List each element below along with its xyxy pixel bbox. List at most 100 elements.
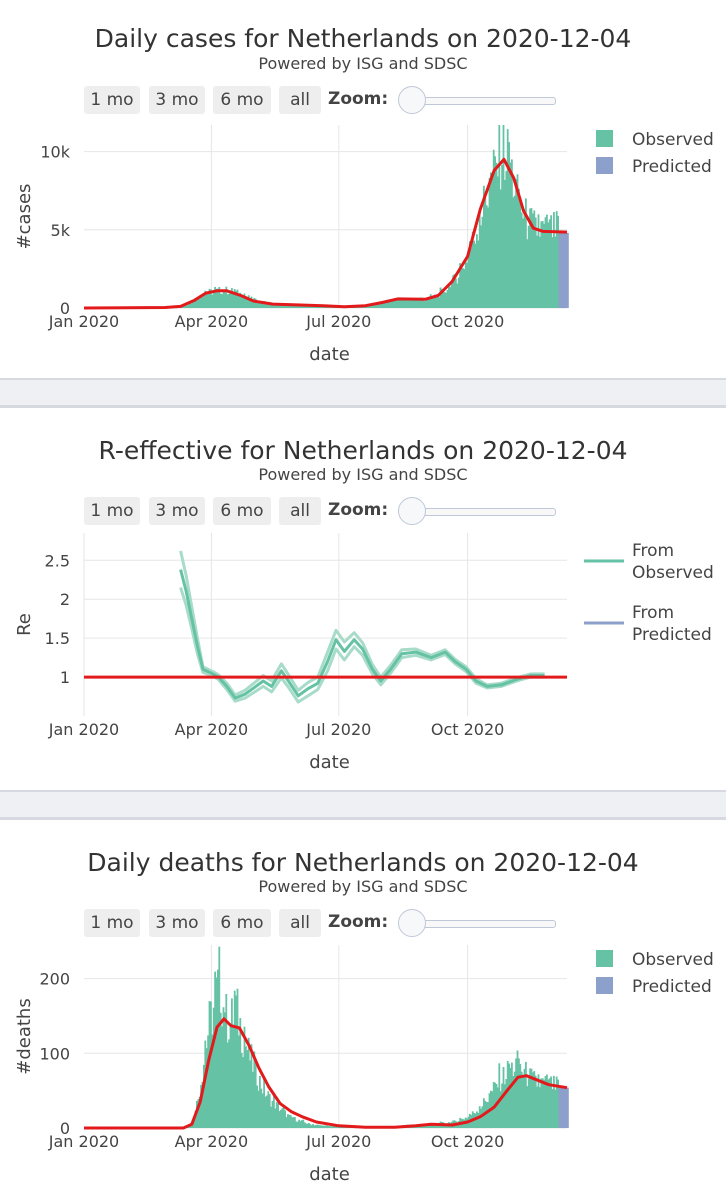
legend-swatch-observed[interactable] [596, 130, 613, 147]
re-all-button[interactable]: all [279, 497, 321, 525]
legend-swatch-predicted[interactable] [596, 977, 613, 994]
observed-bar [254, 298, 257, 308]
observed-bar [301, 1120, 303, 1128]
observed-bar [215, 977, 218, 1128]
observed-bar [284, 1110, 286, 1128]
observed-bar [425, 1124, 428, 1128]
observed-bar [207, 292, 209, 308]
legend-label-observed-line2: Observed [632, 563, 714, 583]
observed-bar [320, 1125, 323, 1128]
re-zoom-slider-handle[interactable] [398, 497, 426, 525]
observed-bar [193, 1116, 195, 1128]
observed-bar [247, 1037, 250, 1128]
observed-bar [287, 304, 289, 308]
deaths-3mo-button[interactable]: 3 mo [149, 909, 205, 937]
observed-bar [261, 303, 264, 308]
observed-bar [236, 988, 239, 1128]
x-tick-label: Jul 2020 [305, 312, 371, 331]
cases-1mo-button[interactable]: 1 mo [84, 86, 140, 114]
observed-bar [540, 1078, 543, 1128]
observed-bar [238, 295, 240, 308]
observed-bar [392, 299, 394, 308]
cases-6mo-button[interactable]: 6 mo [213, 86, 271, 114]
x-tick-label: Jul 2020 [305, 720, 371, 739]
re-1mo-button[interactable]: 1 mo [84, 497, 140, 525]
re-upper-bound-line [179, 550, 545, 697]
observed-bar [232, 292, 235, 308]
deaths-1mo-button[interactable]: 1 mo [84, 909, 140, 937]
observed-bar [406, 297, 408, 308]
observed-bar [261, 1093, 264, 1128]
observed-bar [404, 299, 407, 308]
x-axis-title: date [309, 752, 350, 773]
deaths-6mo-button[interactable]: 6 mo [213, 909, 271, 937]
observed-bar [455, 278, 457, 308]
re-3mo-button[interactable]: 3 mo [149, 497, 205, 525]
observed-bar [530, 208, 533, 308]
cases-zoom-slider-handle[interactable] [398, 86, 426, 114]
predicted-bars [558, 232, 569, 308]
observed-bar [438, 297, 440, 308]
observed-bar [249, 1060, 251, 1128]
observed-bar [218, 286, 221, 308]
predicted-bars [558, 1086, 569, 1128]
observed-bar [504, 179, 506, 308]
observed-bar [477, 1112, 480, 1128]
legend-swatch-predicted[interactable] [596, 157, 613, 174]
x-tick-label: Jul 2020 [305, 1132, 371, 1151]
observed-bar [236, 289, 239, 308]
observed-bar [481, 1106, 484, 1128]
observed-bar [277, 304, 279, 308]
observed-bar [410, 298, 412, 308]
observed-bar [295, 305, 298, 308]
observed-bar [462, 268, 464, 308]
observed-bar [235, 995, 237, 1128]
legend-swatch-observed[interactable] [596, 950, 613, 967]
predicted-bar [558, 1086, 561, 1128]
observed-bar [306, 1123, 309, 1128]
observed-bar [541, 221, 544, 308]
cases-all-button[interactable]: all [279, 86, 321, 114]
observed-bar [480, 225, 482, 308]
cases-3mo-button[interactable]: 3 mo [149, 86, 205, 114]
observed-bar [544, 1076, 547, 1128]
observed-bar [543, 223, 545, 308]
observed-bar [497, 1087, 499, 1128]
observed-bar [312, 1124, 314, 1128]
observed-bar [214, 286, 216, 308]
deaths-all-button[interactable]: all [279, 909, 321, 937]
observed-bar [271, 303, 274, 308]
observed-bar [243, 293, 246, 308]
deaths-zoom-slider-handle[interactable] [398, 909, 426, 937]
observed-bar [240, 297, 243, 308]
observed-bar [533, 1071, 536, 1128]
separator-1 [0, 378, 726, 408]
observed-bar [327, 1125, 330, 1128]
observed-bar [380, 301, 383, 308]
observed-bar [553, 212, 555, 308]
observed-bar [476, 234, 478, 308]
observed-bar [532, 1072, 534, 1128]
observed-bar [550, 215, 552, 308]
re-6mo-button[interactable]: 6 mo [213, 497, 271, 525]
observed-bar [253, 297, 256, 308]
observed-bar [238, 1035, 240, 1128]
observed-bar [491, 178, 494, 308]
observed-bar [285, 305, 288, 308]
observed-bars [163, 125, 559, 308]
cases-zoom-label: Zoom: [328, 89, 389, 109]
observed-bar [403, 297, 405, 308]
observed-bar [231, 288, 233, 308]
observed-bar [187, 304, 190, 308]
observed-bar [498, 1063, 501, 1128]
observed-bar [530, 1068, 533, 1128]
observed-bar [383, 301, 386, 308]
observed-bar [389, 299, 391, 308]
y-axis-title: Re [14, 613, 35, 636]
legend: Observed Predicted [596, 130, 714, 177]
x-axis-title: date [309, 344, 350, 365]
observed-bar [390, 299, 393, 308]
observed-bar [511, 1062, 513, 1128]
observed-bar [281, 1108, 284, 1128]
observed-bar [470, 247, 473, 308]
